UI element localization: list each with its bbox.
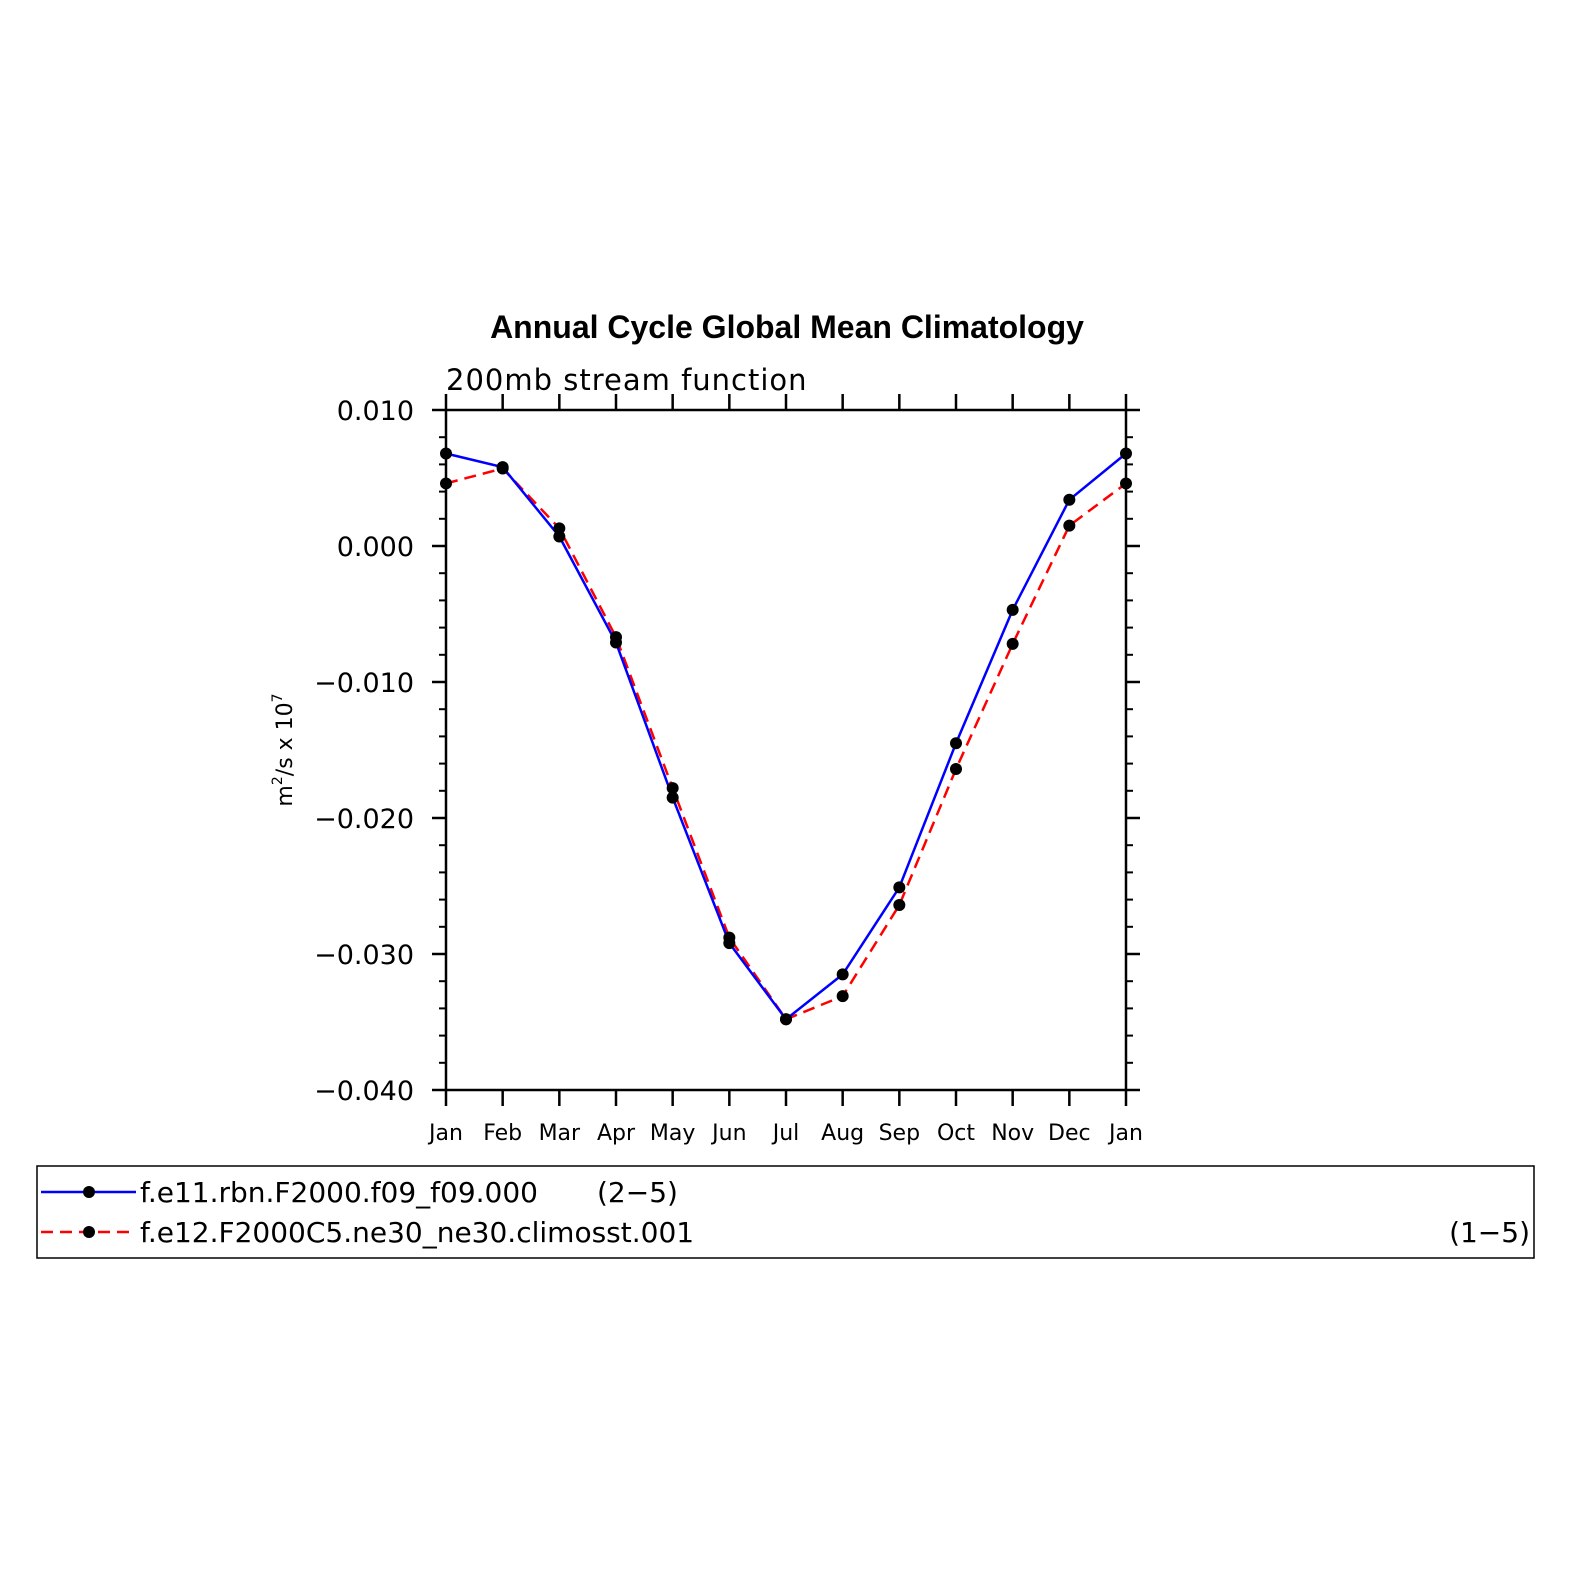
x-tick-label: Apr — [597, 1121, 636, 1146]
data-point — [666, 782, 679, 795]
y-axis-label-sup2: 7 — [270, 693, 286, 702]
y-axis-ticks: 0.010 0.000 −0.010 −0.020 −0.030 −0.040 — [314, 396, 1140, 1107]
data-point — [1006, 603, 1019, 616]
chart-title: Annual Cycle Global Mean Climatology — [490, 309, 1084, 345]
x-tick-label: Feb — [483, 1121, 522, 1146]
series-layer — [440, 447, 1132, 1026]
y-tick-label: −0.040 — [314, 1076, 414, 1107]
x-tick-label: Aug — [821, 1121, 864, 1146]
x-tick-label: Jan — [427, 1121, 463, 1146]
series-line — [445, 452, 1127, 1022]
axes — [444, 408, 1128, 1092]
plot-frame — [444, 408, 1128, 1092]
y-tick-label: −0.020 — [314, 804, 414, 835]
legend-box — [36, 1165, 1535, 1259]
data-point — [1120, 477, 1132, 490]
y-axis-label-mid: /s x 10 — [273, 702, 298, 776]
data-point — [723, 937, 736, 950]
y-tick-label: 0.010 — [337, 396, 414, 427]
legend-label: f.e11.rbn.F2000.f09_f09.000 — [140, 1176, 538, 1209]
x-tick-label: Jan — [1107, 1121, 1143, 1146]
chart-subtitle: 200mb stream function — [446, 363, 808, 397]
data-point — [1120, 447, 1132, 460]
y-tick-label: −0.030 — [314, 940, 414, 971]
y-axis-label: m2/s x 107 — [270, 693, 298, 806]
data-point — [440, 477, 452, 490]
data-point — [893, 881, 906, 894]
x-tick-label: Jul — [771, 1121, 800, 1146]
legend-suffix: (2−5) — [597, 1176, 678, 1209]
series-line — [445, 467, 1127, 1021]
data-point — [610, 636, 622, 649]
y-axis-label-sup1: 2 — [270, 776, 286, 785]
legend: f.e11.rbn.F2000.f09_f09.000 (2−5) f.e12.F2… — [36, 1165, 1535, 1259]
data-point — [950, 763, 962, 776]
x-tick-label: Dec — [1048, 1121, 1091, 1146]
data-point — [496, 461, 509, 474]
data-point — [440, 447, 452, 460]
data-point — [553, 530, 566, 543]
legend-marker — [83, 1186, 95, 1198]
legend-label: f.e12.F2000C5.ne30_ne30.climosst.001 — [140, 1216, 694, 1249]
data-point — [893, 899, 906, 912]
data-point — [1063, 519, 1076, 532]
data-point — [836, 968, 849, 981]
data-point — [836, 990, 849, 1003]
legend-suffix: (1−5) — [1449, 1216, 1530, 1249]
y-axis-label-base: m — [273, 785, 298, 806]
x-tick-label: Sep — [879, 1121, 920, 1146]
x-axis-ticks: Jan Feb Mar Apr May Jun Jul Aug Sep Oct Nov Dec Jan — [427, 394, 1143, 1146]
data-point — [1063, 493, 1076, 506]
x-tick-label: Oct — [937, 1121, 975, 1146]
x-tick-label: May — [650, 1121, 695, 1146]
data-point — [666, 791, 679, 804]
x-tick-label: Mar — [539, 1121, 581, 1146]
x-tick-label: Jun — [710, 1121, 746, 1146]
legend-marker — [83, 1226, 95, 1238]
data-point — [1006, 637, 1019, 650]
x-tick-label: Nov — [991, 1121, 1034, 1146]
y-tick-label: 0.000 — [337, 532, 414, 563]
data-point — [950, 737, 962, 750]
data-point — [780, 1013, 792, 1026]
y-tick-label: −0.010 — [314, 668, 414, 699]
